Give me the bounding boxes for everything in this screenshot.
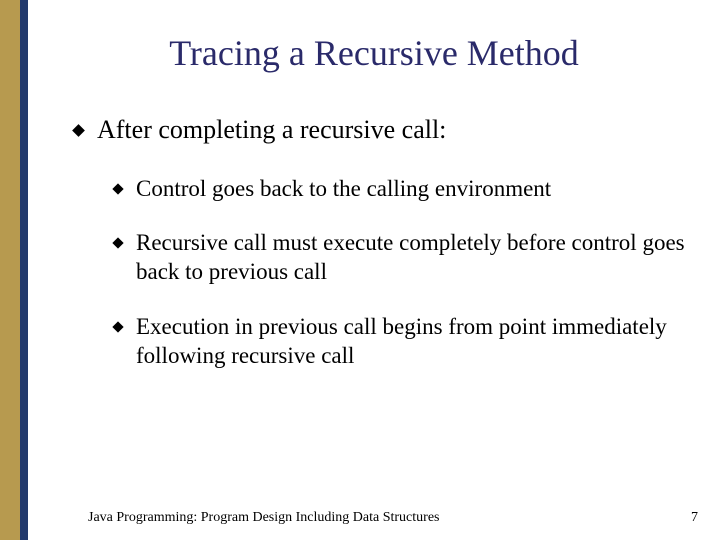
slide-body: Tracing a Recursive Method After complet… xyxy=(28,0,720,540)
diamond-bullet-icon xyxy=(112,321,123,332)
bullet-l2-text: Execution in previous call begins from p… xyxy=(136,313,690,371)
bullet-level2: Recursive call must execute completely b… xyxy=(114,229,690,287)
bullet-l2-text: Control goes back to the calling environ… xyxy=(136,175,551,204)
bullet-l1-text: After completing a recursive call: xyxy=(97,114,446,147)
bullet-level2: Execution in previous call begins from p… xyxy=(114,313,690,371)
bullet-level1: After completing a recursive call: xyxy=(74,114,690,147)
diamond-bullet-icon xyxy=(112,183,123,194)
diamond-bullet-icon xyxy=(112,238,123,249)
stripe-navy xyxy=(20,0,28,540)
stripe-gold xyxy=(0,0,20,540)
bullet-level2: Control goes back to the calling environ… xyxy=(114,175,690,204)
slide-title: Tracing a Recursive Method xyxy=(28,32,720,74)
slide-footer: Java Programming: Program Design Includi… xyxy=(88,510,698,526)
sub-bullet-list: Control goes back to the calling environ… xyxy=(114,175,690,371)
footer-source: Java Programming: Program Design Includi… xyxy=(88,510,439,526)
page-number: 7 xyxy=(691,510,698,526)
diamond-bullet-icon xyxy=(72,124,85,137)
slide-content: After completing a recursive call: Contr… xyxy=(28,114,720,370)
bullet-l2-text: Recursive call must execute completely b… xyxy=(136,229,690,287)
sidebar-accent xyxy=(0,0,28,540)
